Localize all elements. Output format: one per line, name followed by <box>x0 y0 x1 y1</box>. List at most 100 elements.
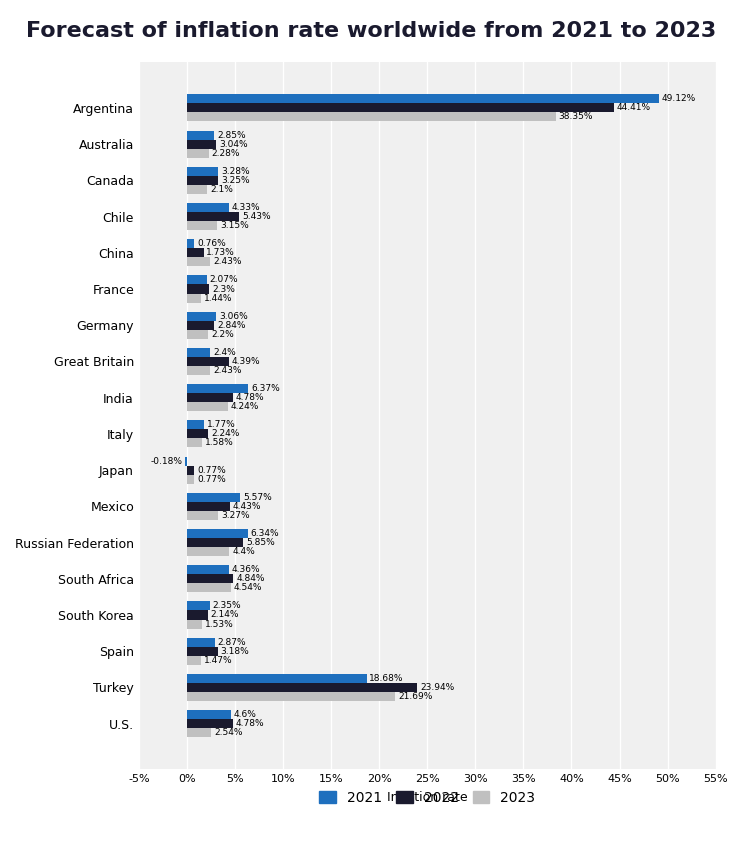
Text: 4.54%: 4.54% <box>233 583 262 592</box>
Text: 4.4%: 4.4% <box>232 547 255 556</box>
Bar <box>187 184 207 194</box>
Text: 1.47%: 1.47% <box>204 656 233 665</box>
Text: 3.28%: 3.28% <box>221 166 250 176</box>
Text: 2.43%: 2.43% <box>213 366 241 375</box>
Bar <box>187 293 201 303</box>
Bar <box>187 393 233 402</box>
Bar <box>187 683 417 692</box>
Bar <box>187 104 614 112</box>
Text: 5.43%: 5.43% <box>242 212 270 221</box>
Bar <box>187 212 239 221</box>
Bar <box>187 366 210 375</box>
Bar <box>187 466 195 474</box>
Bar <box>187 94 659 104</box>
Bar <box>187 321 214 329</box>
Bar <box>187 112 556 122</box>
Bar <box>187 710 231 719</box>
Text: 4.39%: 4.39% <box>232 357 261 366</box>
Text: 2.1%: 2.1% <box>210 185 233 194</box>
Bar <box>187 357 229 366</box>
Bar <box>187 239 194 248</box>
Bar <box>187 692 395 701</box>
Text: 3.06%: 3.06% <box>219 311 248 321</box>
Bar <box>187 130 214 140</box>
Legend: 2021, 2022, 2023: 2021, 2022, 2023 <box>312 784 542 812</box>
Bar <box>187 547 230 556</box>
Text: 44.41%: 44.41% <box>617 104 651 112</box>
Bar <box>187 574 233 583</box>
Bar <box>187 311 216 321</box>
Bar <box>187 619 201 629</box>
Bar <box>187 285 209 293</box>
Text: 4.43%: 4.43% <box>233 502 261 511</box>
Text: 3.15%: 3.15% <box>220 221 249 230</box>
Text: 4.24%: 4.24% <box>230 402 259 411</box>
Text: 2.14%: 2.14% <box>210 611 239 619</box>
Text: 2.54%: 2.54% <box>214 728 243 737</box>
Bar <box>187 347 210 357</box>
Bar <box>187 474 195 484</box>
Text: 0.76%: 0.76% <box>197 239 226 248</box>
Text: 1.58%: 1.58% <box>205 438 234 448</box>
Text: 2.07%: 2.07% <box>210 275 239 285</box>
Bar <box>187 601 210 610</box>
Text: 2.43%: 2.43% <box>213 257 241 266</box>
Text: 5.57%: 5.57% <box>244 492 272 502</box>
Text: 0.77%: 0.77% <box>197 474 226 484</box>
Text: 3.27%: 3.27% <box>221 511 250 520</box>
Text: 1.77%: 1.77% <box>207 420 236 429</box>
Text: 2.2%: 2.2% <box>211 329 234 339</box>
Text: 4.33%: 4.33% <box>231 203 260 212</box>
Bar <box>187 166 218 176</box>
Bar <box>187 176 218 184</box>
Bar <box>187 674 366 683</box>
Bar <box>187 719 233 728</box>
Text: 38.35%: 38.35% <box>559 112 593 122</box>
Text: 4.78%: 4.78% <box>236 719 265 728</box>
Text: 5.85%: 5.85% <box>246 538 275 547</box>
Bar <box>187 402 227 411</box>
Bar <box>187 656 201 665</box>
Text: 2.35%: 2.35% <box>212 601 241 610</box>
Bar <box>187 140 216 148</box>
Text: 3.25%: 3.25% <box>221 176 250 184</box>
Text: 6.34%: 6.34% <box>251 529 279 538</box>
Text: 1.44%: 1.44% <box>204 293 232 303</box>
Text: 6.37%: 6.37% <box>251 384 280 393</box>
Bar <box>187 511 218 520</box>
Text: 4.6%: 4.6% <box>234 710 257 719</box>
Bar <box>187 420 204 429</box>
Text: 1.53%: 1.53% <box>204 619 233 629</box>
Text: 1.73%: 1.73% <box>207 248 236 257</box>
Text: 2.84%: 2.84% <box>217 321 246 329</box>
Text: 21.69%: 21.69% <box>398 692 432 701</box>
Bar <box>187 637 215 647</box>
Bar <box>187 529 248 538</box>
Text: 2.87%: 2.87% <box>218 637 246 647</box>
Text: Forecast of inflation rate worldwide from 2021 to 2023: Forecast of inflation rate worldwide fro… <box>26 21 717 41</box>
Bar <box>187 221 217 230</box>
Bar <box>187 438 202 448</box>
Text: 2.24%: 2.24% <box>211 429 240 438</box>
Text: 18.68%: 18.68% <box>369 674 404 683</box>
Bar <box>187 329 208 339</box>
Text: 3.18%: 3.18% <box>221 647 249 656</box>
Text: 2.4%: 2.4% <box>213 347 236 357</box>
Bar <box>187 203 229 212</box>
Bar <box>187 538 243 547</box>
Bar <box>185 456 187 466</box>
Bar <box>187 384 248 393</box>
Bar <box>187 583 230 592</box>
Bar <box>187 248 204 257</box>
Text: 2.85%: 2.85% <box>217 130 246 140</box>
Text: 2.3%: 2.3% <box>212 285 235 293</box>
Bar <box>187 257 210 266</box>
Bar <box>187 610 207 619</box>
Bar <box>187 492 241 502</box>
Text: 4.84%: 4.84% <box>236 574 265 583</box>
Text: 0.77%: 0.77% <box>197 466 226 474</box>
Text: 23.94%: 23.94% <box>420 683 454 692</box>
Bar <box>187 502 230 511</box>
Bar <box>187 275 207 285</box>
Bar <box>187 565 229 574</box>
